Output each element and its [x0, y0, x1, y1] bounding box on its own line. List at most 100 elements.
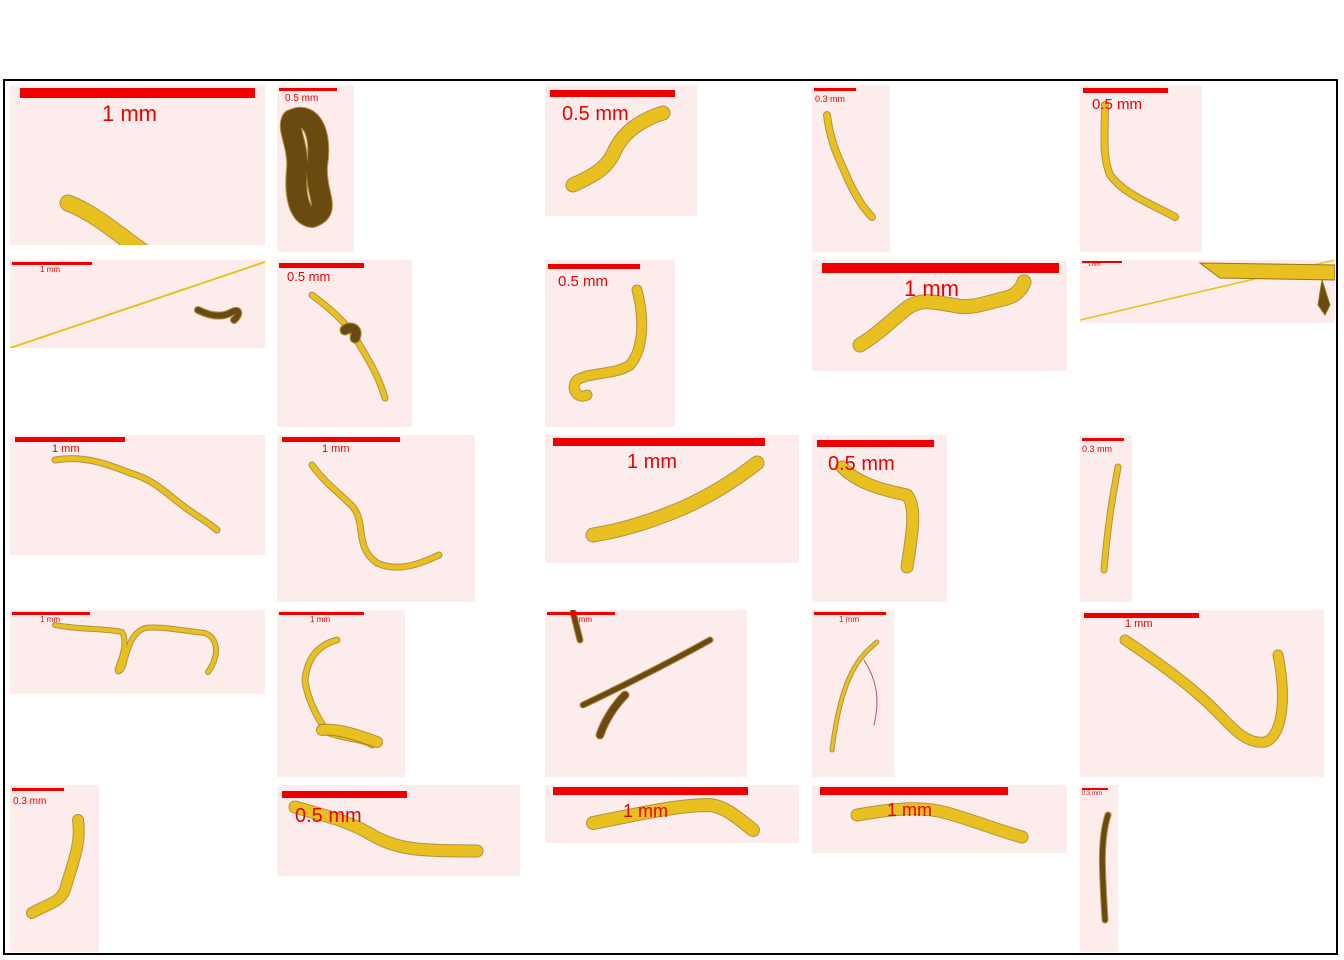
- scale-label: 0.3 mm: [815, 94, 846, 104]
- scale-bar: [282, 791, 407, 798]
- scale-bar: [817, 440, 934, 447]
- fiber-particle: [569, 610, 714, 740]
- fiber-particle: [586, 798, 760, 837]
- scale-bar: [814, 88, 856, 91]
- micrograph-tile: 1 mm: [1080, 610, 1324, 777]
- scale-label: 1 mm: [904, 276, 959, 301]
- micrograph-tile: 1 mm: [812, 785, 1067, 853]
- scale-label: 0.5 mm: [1092, 96, 1143, 113]
- micrograph-tile: 1 mm: [277, 610, 405, 777]
- scale-label: 1 mm: [627, 451, 677, 473]
- scale-label: 0.3 mm: [13, 796, 47, 807]
- fiber-particle: [308, 461, 443, 571]
- micrograph-tile: 1 mm: [10, 85, 265, 245]
- scale-bar: [548, 264, 640, 269]
- micrograph-tile: 1 mm: [545, 785, 799, 843]
- scale-bar: [1084, 613, 1199, 618]
- scale-label: 0.3 mm: [1082, 791, 1103, 797]
- scale-bar: [547, 612, 615, 615]
- scale-label: 1 mm: [1125, 618, 1153, 630]
- scale-label: 1 mm: [40, 265, 60, 274]
- scale-bar: [1082, 438, 1124, 441]
- fiber-particle: [1119, 634, 1288, 748]
- micrograph-tile: 0.3 mm: [1080, 785, 1118, 952]
- scale-bar: [553, 438, 765, 446]
- micrograph-tile: 0.5 mm: [277, 85, 354, 252]
- fiber-particle: [585, 455, 765, 543]
- micrograph-tile: 1 mm: [10, 435, 265, 555]
- fiber-particle: [10, 261, 265, 348]
- scale-bar: [12, 262, 92, 265]
- scale-bar: [279, 612, 364, 615]
- micrograph-tile: 1 mm: [545, 435, 799, 563]
- micrograph-tile: 0.3 mm: [10, 785, 99, 952]
- fiber-particle: [308, 291, 389, 402]
- fiber-particle: [850, 802, 1029, 844]
- fiber-particle: [1100, 101, 1179, 221]
- scale-bar: [1082, 261, 1122, 263]
- scale-bar: [1082, 788, 1108, 790]
- fiber-particle: [1100, 463, 1122, 574]
- scale-bar: [553, 787, 748, 795]
- fiber-particle: [279, 106, 333, 228]
- scale-bar: [820, 787, 1008, 795]
- fiber-particle: [301, 636, 383, 749]
- micrograph-tile: 0.3 mm: [812, 85, 890, 252]
- fiber-particle: [835, 460, 920, 574]
- scale-bar: [1083, 88, 1168, 93]
- fiber-particle: [26, 814, 85, 919]
- micrograph-tile: 1 mm: [277, 435, 475, 602]
- scale-label: 0.5 mm: [562, 103, 629, 125]
- micrograph-tile: 0.3 mm: [1080, 435, 1132, 602]
- micrograph-tile: 0.5 mm: [545, 260, 675, 427]
- fiber-particle: [59, 194, 149, 245]
- micrograph-tile: 1 mm: [1080, 260, 1335, 323]
- scale-bar: [20, 88, 255, 98]
- micrograph-tile: 1 mm: [10, 610, 265, 694]
- scale-label: 0.5 mm: [558, 273, 609, 290]
- scale-label: 0.3 mm: [1082, 444, 1113, 454]
- scale-label: 0.5 mm: [828, 453, 895, 475]
- fiber-particle: [288, 800, 484, 858]
- fiber-particle: [568, 284, 648, 402]
- micrograph-tile: 0.5 mm: [277, 785, 520, 876]
- micrograph-tile: 1 mm: [545, 610, 747, 777]
- fiber-particle: [51, 455, 221, 534]
- scale-bar: [279, 263, 364, 268]
- scale-bar: [822, 263, 1059, 273]
- micrograph-tile: 0.5 mm: [1080, 85, 1202, 252]
- scale-label: 1 mm: [623, 801, 668, 821]
- scale-label: 1 mm: [1088, 262, 1101, 268]
- micrograph-tile: 0.5 mm: [277, 260, 412, 427]
- scale-label: 0.5 mm: [287, 269, 331, 284]
- scale-label: 0.5 mm: [285, 93, 319, 104]
- scale-bar: [814, 612, 886, 615]
- scale-label: 1 mm: [572, 615, 592, 624]
- scale-bar: [12, 612, 90, 615]
- scale-label: 1 mm: [839, 615, 859, 624]
- scale-label: 1 mm: [52, 443, 80, 455]
- micrograph-tile: 1 mm: [812, 610, 894, 777]
- micrograph-tile: 0.5 mm: [545, 85, 697, 216]
- scale-bar: [12, 788, 64, 791]
- scale-label: 0.5 mm: [295, 805, 362, 827]
- fiber-particle: [823, 111, 876, 221]
- scale-label: 1 mm: [887, 800, 932, 820]
- micrograph-tile: 1 mm: [10, 260, 265, 348]
- fiber-particle: [852, 274, 1032, 353]
- scale-bar: [550, 90, 675, 97]
- micrograph-tile: 1 mm: [812, 260, 1067, 371]
- fiber-particle: [1080, 260, 1335, 321]
- scale-label: 1 mm: [322, 443, 350, 455]
- scale-bar: [279, 88, 337, 91]
- scale-bar: [15, 437, 125, 442]
- fiber-particle: [52, 622, 219, 675]
- fiber-particle: [565, 105, 671, 193]
- fiber-particle: [829, 639, 880, 753]
- scale-bar: [282, 437, 400, 442]
- fiber-particle: [1098, 811, 1112, 924]
- scale-label: 1 mm: [40, 615, 60, 624]
- scale-label: 1 mm: [102, 101, 157, 126]
- micrograph-tile: 0.5 mm: [812, 435, 947, 602]
- scale-label: 1 mm: [310, 615, 330, 624]
